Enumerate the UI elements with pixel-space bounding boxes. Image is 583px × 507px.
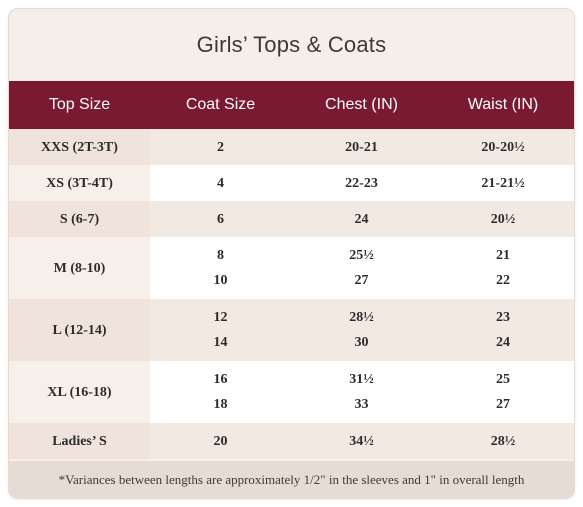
cell-waist-value: 21-21½ (481, 175, 525, 191)
cell-top-size: Ladies’ S (9, 423, 150, 459)
cell-waist-value: 24 (496, 335, 510, 350)
cell-chest-value: 20-21 (345, 139, 378, 155)
cell-waist: 25 27 (432, 361, 574, 423)
cell-waist-value: 27 (496, 397, 510, 412)
header-waist: Waist (IN) (467, 96, 539, 113)
cell-waist: 28½ (432, 423, 574, 459)
cell-coat-size-value: 14 (213, 335, 228, 350)
cell-coat-size: 2 (150, 129, 291, 165)
cell-chest-value: 25½ (349, 248, 374, 263)
cell-chest-value: 30 (354, 335, 369, 350)
size-chart-card: Girls’ Tops & Coats Top Size Coat Size C… (8, 8, 575, 499)
cell-chest-value: 33 (354, 397, 369, 412)
cell-chest: 24 (291, 201, 432, 237)
header-chest: Chest (IN) (325, 96, 398, 113)
cell-chest: 25½ 27 (291, 237, 432, 299)
cell-chest: 31½ 33 (291, 361, 432, 423)
cell-waist-value: 21 (496, 248, 510, 263)
cell-coat-size: 16 18 (150, 361, 291, 423)
cell-coat-size-value: 18 (213, 397, 228, 412)
cell-top-size: S (6-7) (9, 201, 150, 237)
table-row: M (8-10) 8 10 25½ 27 21 22 (9, 237, 574, 299)
cell-chest-value: 24 (354, 211, 369, 227)
cell-top-size: M (8-10) (9, 237, 150, 299)
cell-waist: 21-21½ (432, 165, 574, 201)
cell-waist-value: 22 (496, 273, 510, 288)
cell-coat-size-value: 8 (217, 248, 224, 263)
cell-coat-size-value: 12 (213, 310, 228, 325)
table-row: S (6-7) 6 24 20½ (9, 201, 574, 237)
cell-waist-value: 23 (496, 310, 510, 325)
cell-waist: 20½ (432, 201, 574, 237)
table-row: XS (3T-4T) 4 22-23 21-21½ (9, 165, 574, 201)
cell-coat-size: 4 (150, 165, 291, 201)
cell-top-size: XXS (2T-3T) (9, 129, 150, 165)
cell-top-size: L (12-14) (9, 299, 150, 361)
cell-top-size: XS (3T-4T) (9, 165, 150, 201)
table-header: Top Size Coat Size Chest (IN) Waist (IN) (9, 81, 574, 129)
cell-coat-size-value: 10 (213, 273, 228, 288)
cell-coat-size: 12 14 (150, 299, 291, 361)
cell-waist-value: 20-20½ (481, 139, 525, 155)
table-row: Ladies’ S 20 34½ 28½ (9, 423, 574, 459)
cell-coat-size-value: 2 (217, 139, 224, 155)
cell-chest-value: 28½ (349, 310, 374, 325)
table-row: XL (16-18) 16 18 31½ 33 25 27 (9, 361, 574, 423)
cell-waist-value: 20½ (490, 211, 516, 227)
cell-chest: 28½ 30 (291, 299, 432, 361)
cell-waist: 20-20½ (432, 129, 574, 165)
cell-coat-size-value: 20 (213, 433, 228, 449)
cell-chest-value: 27 (354, 273, 369, 288)
table-row: L (12-14) 12 14 28½ 30 23 24 (9, 299, 574, 361)
cell-coat-size: 20 (150, 423, 291, 459)
cell-chest: 20-21 (291, 129, 432, 165)
cell-waist-value: 28½ (490, 433, 516, 449)
cell-coat-size-value: 4 (217, 175, 224, 191)
cell-coat-size-value: 16 (213, 372, 228, 387)
cell-coat-size-value: 6 (217, 211, 224, 227)
cell-waist: 23 24 (432, 299, 574, 361)
header-coat-size: Coat Size (185, 96, 256, 113)
cell-top-size: XL (16-18) (9, 361, 150, 423)
header-top-size: Top Size (48, 96, 111, 113)
cell-chest-value: 34½ (349, 433, 374, 449)
cell-waist-value: 25 (496, 372, 510, 387)
cell-chest-value: 31½ (349, 372, 374, 387)
cell-chest-value: 22-23 (345, 175, 378, 191)
cell-coat-size: 6 (150, 201, 291, 237)
cell-chest: 22-23 (291, 165, 432, 201)
cell-chest: 34½ (291, 423, 432, 459)
cell-waist: 21 22 (432, 237, 574, 299)
chart-title: Girls’ Tops & Coats (196, 32, 387, 57)
table-body: XXS (2T-3T) 2 20-21 20-20½ XS (3T-4T) 4 22-23 2… (9, 129, 574, 459)
footnote: *Variances between lengths are approxima… (9, 461, 574, 498)
cell-coat-size: 8 10 (150, 237, 291, 299)
table-row: XXS (2T-3T) 2 20-21 20-20½ (9, 129, 574, 165)
